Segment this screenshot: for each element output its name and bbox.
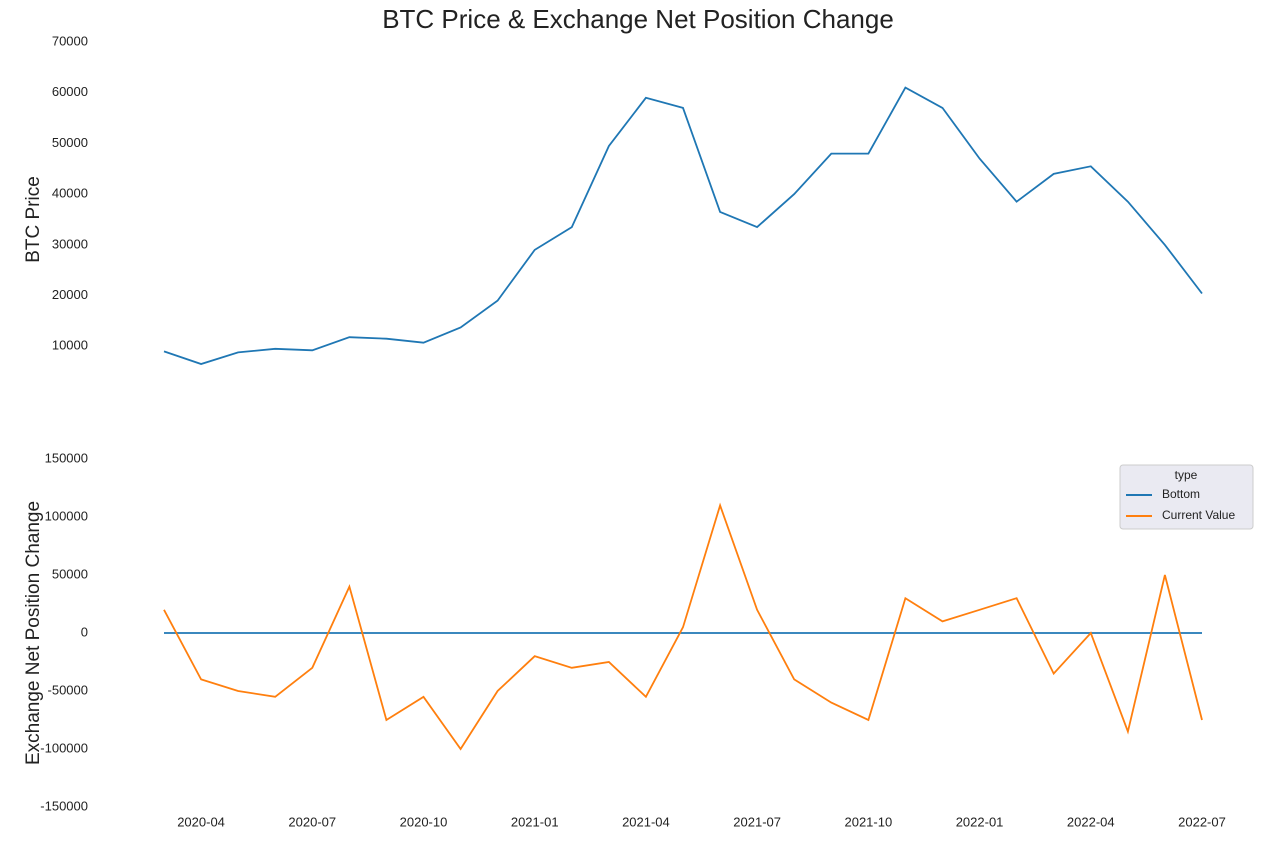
legend-label: Bottom <box>1162 487 1200 501</box>
x-tick-label: 2020-07 <box>288 814 336 829</box>
y-tick-label: 50000 <box>52 135 88 150</box>
x-tick-label: 2020-04 <box>177 814 225 829</box>
y-axis-label: BTC Price <box>23 176 44 263</box>
x-tick-label: 2022-01 <box>956 814 1004 829</box>
y-tick-label: 150000 <box>45 450 88 465</box>
y-tick-label: 20000 <box>52 287 88 302</box>
y-tick-label: -50000 <box>48 682 88 697</box>
y-axis-label: Exchange Net Position Change <box>23 501 44 765</box>
x-tick-label: 2021-01 <box>511 814 559 829</box>
y-tick-label: 60000 <box>52 84 88 99</box>
figure-title: BTC Price & Exchange Net Position Change <box>382 4 894 34</box>
y-tick-label: 10000 <box>52 338 88 353</box>
x-tick-label: 2022-07 <box>1178 814 1226 829</box>
x-tick-label: 2021-04 <box>622 814 670 829</box>
series-line <box>163 86 1203 365</box>
x-tick-label: 2022-04 <box>1067 814 1115 829</box>
y-tick-label: 40000 <box>52 186 88 201</box>
x-tick-label: 2021-07 <box>733 814 781 829</box>
x-tick-label: 2020-10 <box>400 814 448 829</box>
legend-box <box>1119 464 1254 530</box>
y-tick-label: 0 <box>81 624 88 639</box>
series-line <box>163 502 1203 751</box>
y-tick-label: -150000 <box>40 798 88 813</box>
y-tick-label: 30000 <box>52 236 88 251</box>
y-tick-label: 50000 <box>52 566 88 581</box>
y-tick-label: 70000 <box>52 33 88 48</box>
y-tick-label: -100000 <box>40 740 88 755</box>
legend-label: Current Value <box>1162 508 1235 522</box>
legend: type Bottom Current Value <box>1119 464 1254 530</box>
x-tick-label: 2021-10 <box>844 814 892 829</box>
legend-title: type <box>1175 468 1198 482</box>
y-tick-label: 100000 <box>45 508 88 523</box>
